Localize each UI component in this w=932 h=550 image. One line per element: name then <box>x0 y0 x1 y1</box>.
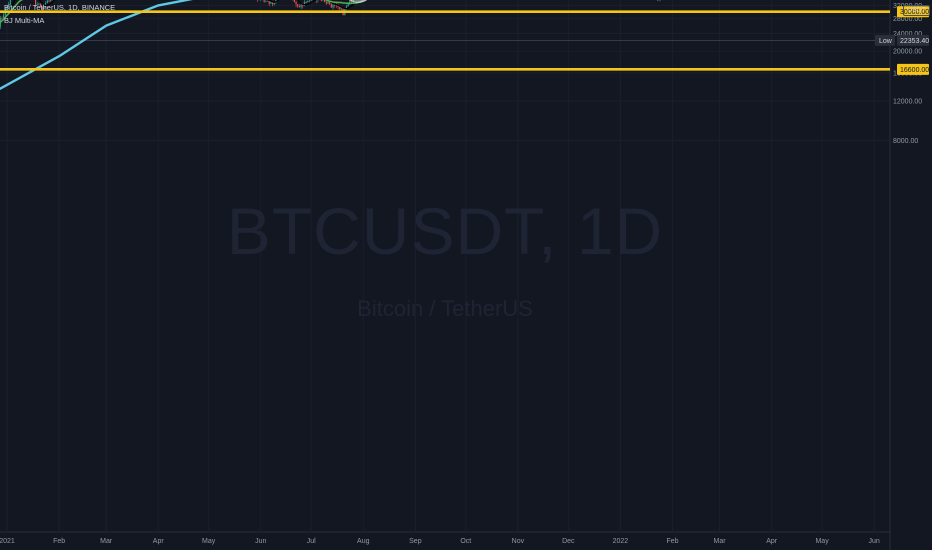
candle-body <box>297 4 299 7</box>
x-tick-label: Mar <box>100 538 113 545</box>
candle-body <box>273 2 275 5</box>
x-tick-label: Oct <box>460 538 471 545</box>
x-tick-label: Feb <box>53 538 65 545</box>
y-axis: 72000.0068000.0064000.0060000.0056000.00… <box>0 3 922 145</box>
candle-body <box>3 15 5 19</box>
candle-body <box>265 0 267 2</box>
watermark-ticker: BTCUSDT, 1D <box>226 194 664 268</box>
candle-body <box>263 0 265 2</box>
candle-body <box>339 6 341 10</box>
candle-body <box>266 0 269 2</box>
x-tick-label: May <box>202 538 216 545</box>
candle-body <box>8 4 10 7</box>
price-label-text: 16600.00 <box>900 67 929 74</box>
candle-body <box>300 4 302 8</box>
candle-body <box>41 7 43 10</box>
y-tick-label: 8000.00 <box>893 138 918 145</box>
x-tick-label: Mar <box>714 538 727 545</box>
x-tick-label: Aug <box>357 538 370 545</box>
price-tag-text: Low <box>879 38 893 45</box>
candle-body <box>340 8 343 10</box>
price-label-box <box>897 63 929 75</box>
candle-body <box>347 2 349 7</box>
symbol-title: Bitcoin / TetherUS, 1D, BINANCE <box>4 3 116 12</box>
candle-body <box>349 0 351 3</box>
candle-body <box>302 4 304 6</box>
highlight-marker <box>349 0 368 3</box>
y-tick-label: 24000.00 <box>893 31 922 38</box>
candle-body <box>345 6 348 9</box>
candle-body <box>307 1 309 3</box>
x-tick-label: Jun <box>255 538 266 545</box>
price-label-text: 30000.00 <box>900 9 929 16</box>
x-tick-label: Apr <box>766 538 778 545</box>
candle-body <box>298 6 301 8</box>
candle-body <box>335 5 337 7</box>
candle-body <box>271 1 274 5</box>
candle-body <box>293 0 295 3</box>
candle-body <box>36 4 38 5</box>
candle-body <box>46 0 48 3</box>
x-tick-label: Jul <box>307 538 316 545</box>
candle-body <box>305 2 307 3</box>
candle-body <box>48 0 50 2</box>
candle-body <box>308 0 311 2</box>
candle-body <box>303 2 306 6</box>
x-tick-label: Nov <box>512 538 525 545</box>
x-tick-label: Sep <box>409 538 422 545</box>
price-label-Low: 22353.40 Low <box>875 34 929 46</box>
candle-body <box>34 0 37 5</box>
y-tick-label: 12000.00 <box>893 98 922 105</box>
indicator-label[interactable]: BJ Multi-MA <box>4 16 45 25</box>
price-label-text: 22353.40 <box>900 38 929 45</box>
x-tick-label: Feb <box>666 538 678 545</box>
candle-body <box>322 0 324 1</box>
x-tick-label: 2022 <box>613 538 629 545</box>
candle-body <box>324 0 326 3</box>
x-tick-label: Apr <box>153 538 165 545</box>
candle-body <box>38 3 40 5</box>
candle-body <box>332 4 334 8</box>
candle-body <box>9 0 11 5</box>
candle-body <box>320 0 322 1</box>
price-tag-box <box>875 34 895 46</box>
x-tick-label: Dec <box>562 538 575 545</box>
candle-body <box>295 2 297 5</box>
candle-body <box>6 6 8 9</box>
price-label-support-16600: 16600.00 <box>897 63 929 75</box>
y-tick-label: 28000.00 <box>893 16 922 23</box>
x-axis: 2021 Feb Mar Apr May Jun Jul Aug Sep Oct Nov Dec 202… <box>0 0 891 550</box>
candle-body <box>268 0 270 4</box>
candle-body <box>310 0 312 1</box>
candle-body <box>325 2 327 4</box>
currency-label[interactable]: USDT <box>903 5 931 16</box>
candle-body <box>43 7 45 10</box>
x-tick-label: Jun <box>869 538 880 545</box>
y-tick-label: 20000.00 <box>893 49 922 56</box>
x-tick-label: 2021 <box>0 538 15 545</box>
candle-body <box>337 5 339 7</box>
candle-body <box>50 0 52 2</box>
candle-body <box>334 4 336 6</box>
candle-body <box>330 4 332 8</box>
x-tick-label: May <box>815 538 829 545</box>
candle-body <box>327 2 329 4</box>
candle-body <box>40 3 42 8</box>
candle-body <box>270 1 272 4</box>
candle-body <box>1 17 3 19</box>
candle-body <box>329 2 331 5</box>
watermark-name: Bitcoin / TetherUS <box>357 296 533 321</box>
ma-cyan-line <box>0 0 194 91</box>
price-label-box <box>897 34 929 46</box>
